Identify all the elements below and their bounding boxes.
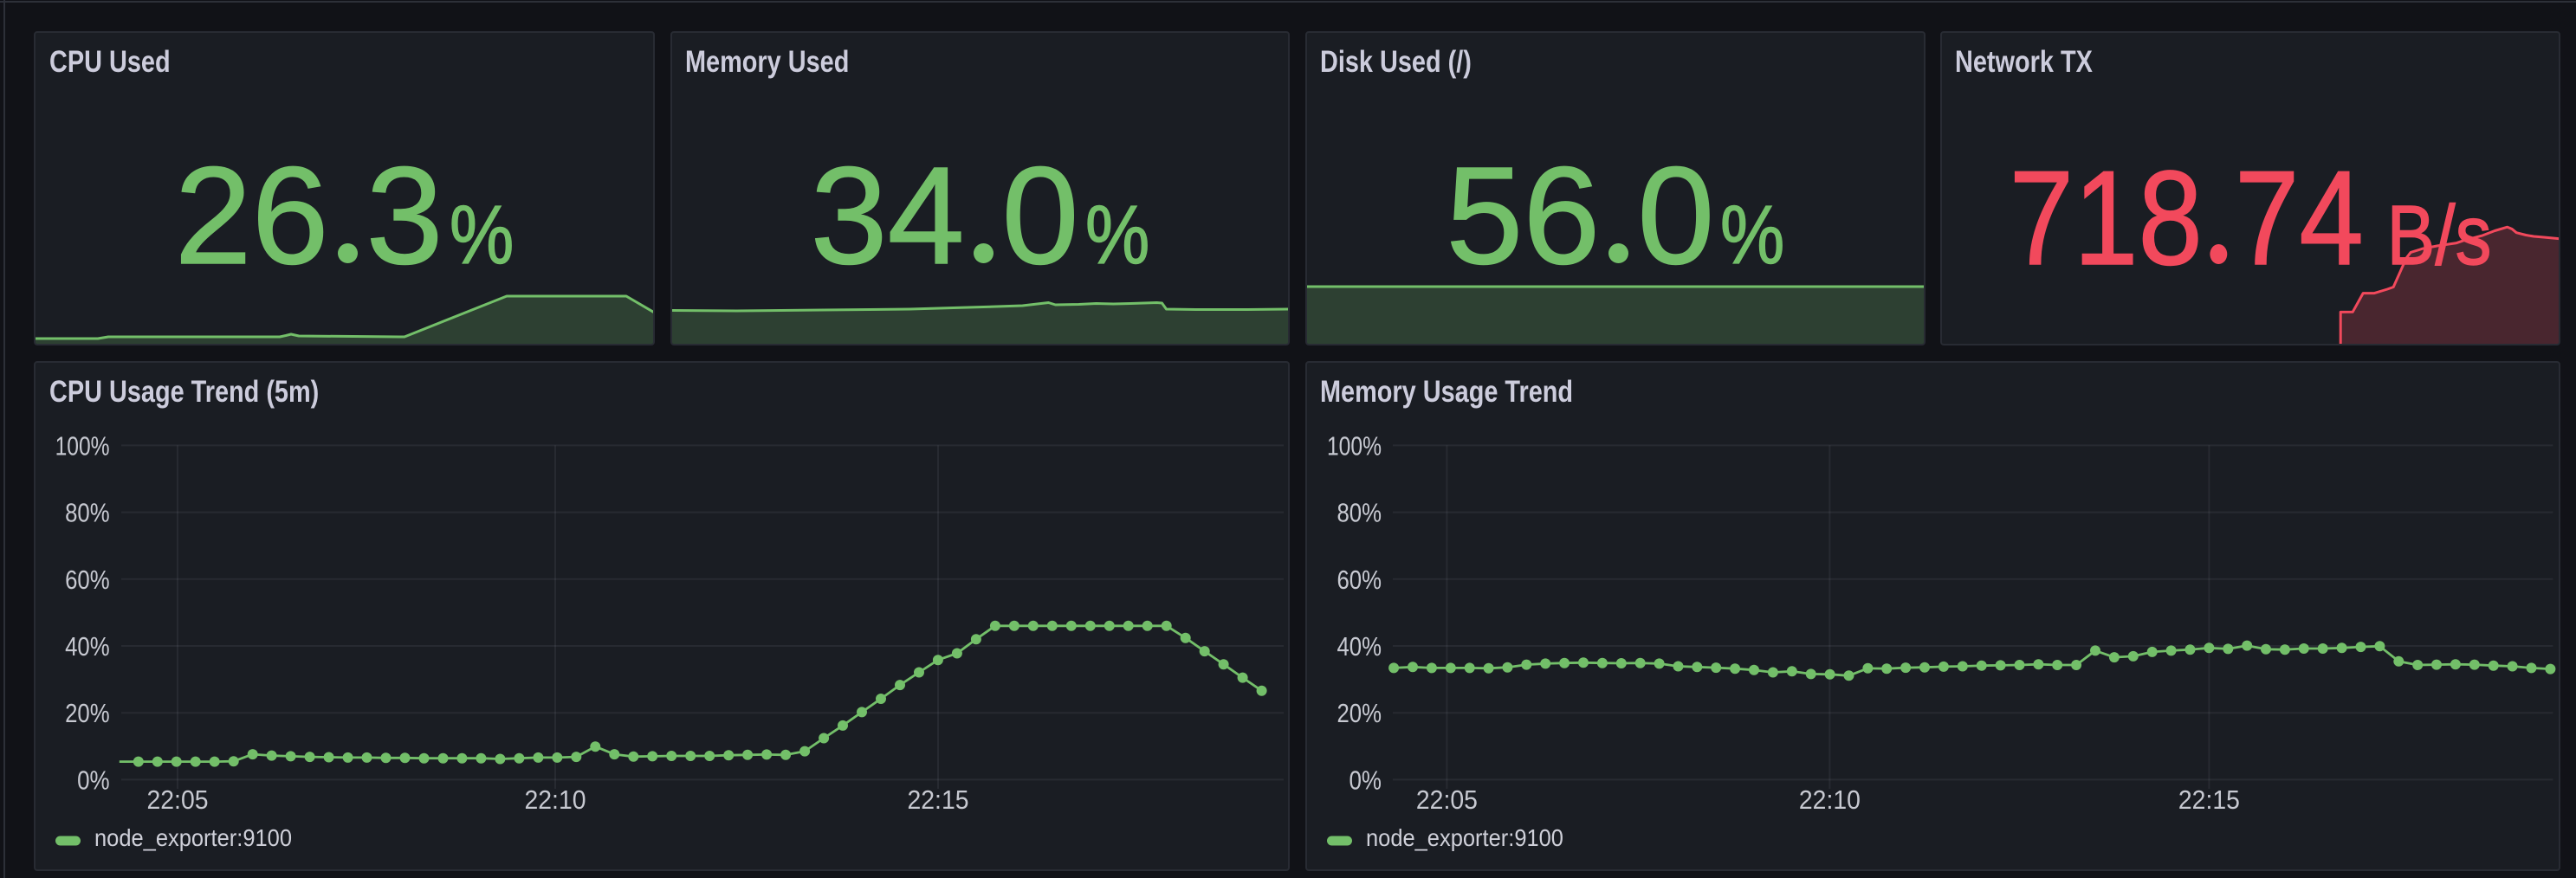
svg-text:20%: 20% [1337,698,1381,728]
svg-text:40%: 40% [65,631,110,662]
svg-text:60%: 60% [65,565,110,595]
svg-text:20%: 20% [65,698,110,728]
svg-text:node_exporter:9100: node_exporter:9100 [94,824,292,851]
svg-text:100%: 100% [1327,430,1382,461]
svg-text:100%: 100% [55,430,110,461]
svg-text:40%: 40% [1337,631,1381,662]
svg-text:22:15: 22:15 [2178,784,2239,815]
svg-text:0%: 0% [77,765,110,795]
svg-text:22:05: 22:05 [147,784,209,815]
svg-text:22:15: 22:15 [908,784,969,815]
svg-text:80%: 80% [1337,498,1381,528]
svg-text:80%: 80% [65,498,110,528]
svg-text:22:10: 22:10 [1798,784,1860,815]
svg-text:0%: 0% [1349,765,1381,795]
svg-text:60%: 60% [1337,565,1381,595]
svg-text:22:10: 22:10 [525,784,586,815]
svg-text:node_exporter:9100: node_exporter:9100 [1366,824,1563,851]
svg-text:22:05: 22:05 [1415,784,1477,815]
